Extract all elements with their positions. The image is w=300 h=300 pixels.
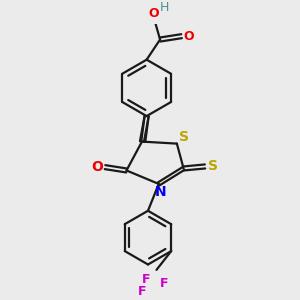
Text: H: H xyxy=(159,1,169,14)
Text: O: O xyxy=(148,7,159,20)
Text: O: O xyxy=(183,30,194,43)
Text: F: F xyxy=(160,277,169,290)
Text: O: O xyxy=(92,160,103,174)
Text: N: N xyxy=(154,185,166,199)
Text: S: S xyxy=(208,160,218,173)
Text: F: F xyxy=(142,273,151,286)
Text: F: F xyxy=(137,285,146,298)
Text: S: S xyxy=(178,130,189,144)
